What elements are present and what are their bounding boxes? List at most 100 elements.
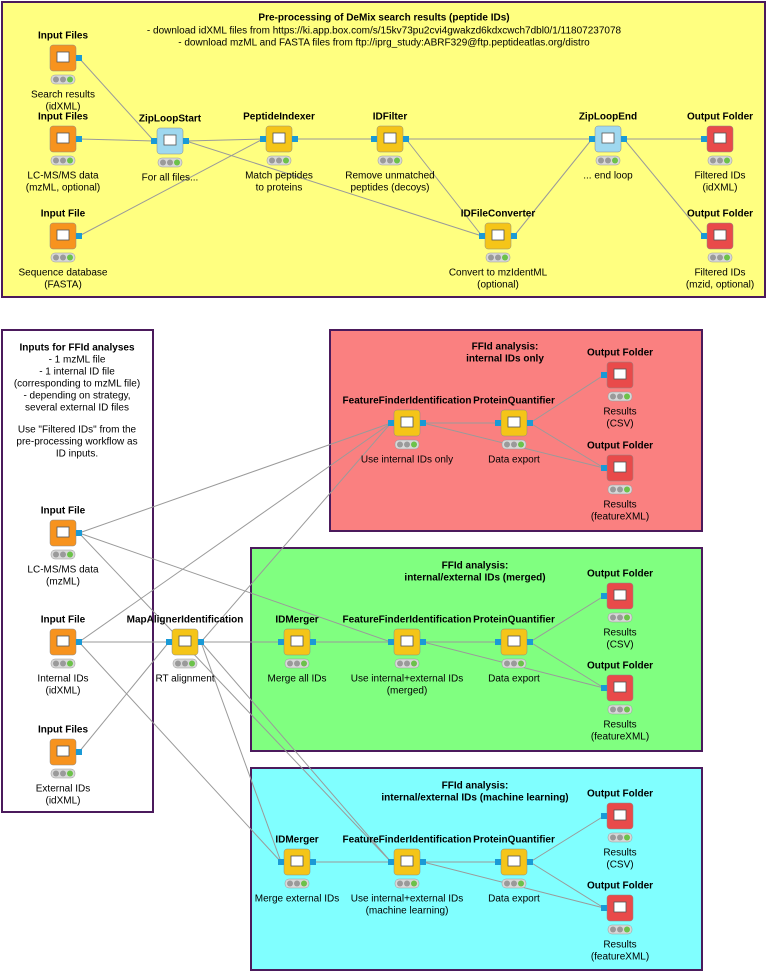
status-light [598, 157, 604, 164]
node[interactable] [49, 628, 82, 669]
status-light [182, 660, 188, 667]
status-light [511, 441, 517, 448]
node-glyph [400, 635, 414, 647]
input-port [601, 813, 607, 819]
annotation-text: - depending on strategy, [23, 391, 130, 402]
status-light [404, 660, 410, 667]
node[interactable] [601, 802, 634, 843]
node[interactable] [589, 125, 627, 166]
status-light [67, 254, 73, 261]
node[interactable] [495, 409, 533, 450]
node-glyph [400, 416, 414, 428]
input-port [701, 233, 707, 239]
status-light [511, 880, 517, 887]
node[interactable] [278, 628, 316, 669]
node[interactable] [151, 127, 189, 168]
status-light [617, 486, 623, 493]
status-light [67, 551, 73, 558]
node-label: (featureXML) [591, 732, 649, 743]
status-light [174, 159, 180, 166]
node[interactable] [388, 409, 426, 450]
node[interactable] [701, 222, 734, 263]
node[interactable] [49, 519, 82, 560]
node[interactable] [388, 848, 426, 889]
input-port [495, 420, 501, 426]
node[interactable] [495, 628, 533, 669]
input-port [388, 859, 394, 865]
connection [200, 641, 282, 863]
node[interactable] [601, 361, 634, 402]
status-light [67, 660, 73, 667]
node[interactable] [49, 125, 82, 166]
node[interactable] [49, 738, 82, 779]
annotation-text: (corresponding to mzML file) [14, 379, 140, 390]
connection [529, 815, 605, 863]
node-label: External IDs [36, 784, 90, 795]
group-annotation: internal/external IDs (machine learning) [381, 793, 568, 804]
node-label: Search results [31, 90, 95, 101]
node[interactable] [388, 628, 426, 669]
status-light [287, 660, 293, 667]
node[interactable] [601, 674, 634, 715]
node[interactable] [166, 628, 204, 669]
node-label: (mzML, optional) [26, 183, 100, 194]
output-port [420, 859, 426, 865]
node-label: (FASTA) [44, 280, 82, 291]
connection [529, 595, 605, 643]
node-label: Data export [488, 894, 540, 905]
group-annotation: FFId analysis: [472, 342, 539, 353]
status-light [189, 660, 195, 667]
node[interactable] [278, 848, 316, 889]
node-title: ZipLoopStart [139, 114, 202, 125]
status-light [724, 254, 730, 261]
status-light [404, 441, 410, 448]
input-port [601, 372, 607, 378]
connection [529, 422, 605, 469]
node-label: Results [603, 407, 636, 418]
input-port [601, 593, 607, 599]
connection [185, 138, 264, 142]
node[interactable] [601, 454, 634, 495]
status-light [404, 880, 410, 887]
output-port [527, 420, 533, 426]
node-label: (CSV) [606, 419, 633, 430]
node[interactable] [479, 222, 517, 263]
node-title: Output Folder [587, 569, 653, 580]
status-light [504, 880, 510, 887]
status-light [160, 159, 166, 166]
status-light [488, 254, 494, 261]
status-light [504, 660, 510, 667]
annotation-text: - 1 internal ID file [39, 367, 115, 378]
output-port [76, 639, 82, 645]
connection [529, 641, 605, 689]
connection [78, 641, 282, 863]
node[interactable] [601, 582, 634, 623]
node-glyph [56, 635, 70, 647]
annotation-title: Inputs for FFId analyses [19, 343, 134, 354]
node-glyph [613, 589, 627, 601]
node-label: Filtered IDs [694, 268, 745, 279]
node-glyph [178, 635, 192, 647]
node[interactable] [701, 125, 734, 166]
status-light [60, 551, 66, 558]
node[interactable] [260, 125, 298, 166]
group-annotation: FFId analysis: [442, 561, 509, 572]
status-light [53, 254, 59, 261]
status-light [301, 660, 307, 667]
output-port [310, 859, 316, 865]
node[interactable] [371, 125, 409, 166]
output-port [76, 530, 82, 536]
node-title: IDFileConverter [461, 209, 536, 220]
annotation-title: Pre-processing of DeMix search results (… [258, 13, 509, 24]
node-glyph [56, 132, 70, 144]
node[interactable] [49, 222, 82, 263]
status-light [710, 157, 716, 164]
node[interactable] [49, 44, 82, 85]
node[interactable] [601, 894, 634, 935]
status-light [624, 614, 630, 621]
node[interactable] [495, 848, 533, 889]
node-label: (idXML) [45, 796, 80, 807]
input-port [388, 420, 394, 426]
node-title: ProteinQuantifier [473, 615, 555, 626]
status-light [724, 157, 730, 164]
